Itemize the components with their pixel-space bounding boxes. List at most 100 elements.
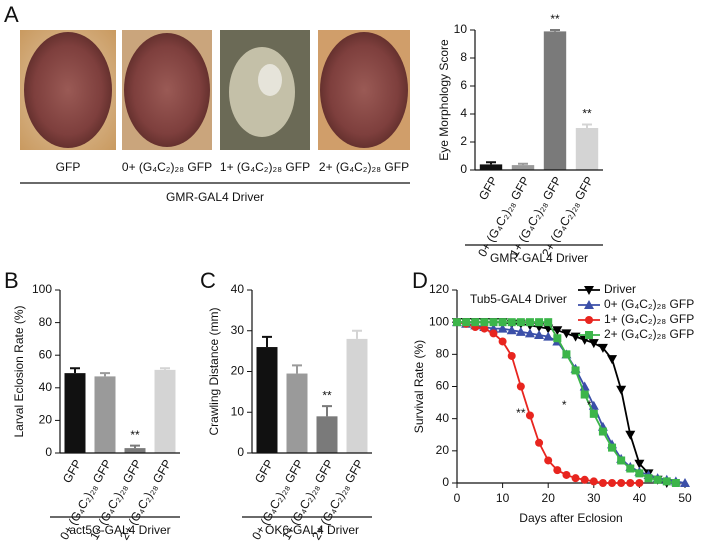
data-point: [525, 318, 534, 327]
data-point: [571, 366, 580, 375]
data-point: [497, 323, 508, 333]
y-tick-label: 20: [39, 413, 53, 427]
data-point: [607, 355, 618, 365]
data-point: [608, 479, 617, 487]
y-tick-label: 80: [436, 347, 450, 361]
data-point: [515, 326, 526, 336]
significance: *: [562, 398, 567, 412]
bar: [316, 416, 338, 453]
error-bar: [322, 405, 332, 417]
data-point: [589, 409, 598, 418]
significance: **: [516, 406, 526, 420]
legend-marker: [584, 286, 594, 295]
y-tick-label: 20: [436, 443, 450, 457]
data-point: [544, 456, 553, 465]
data-point: [453, 318, 461, 327]
data-point: [617, 456, 626, 465]
error-bar: [486, 161, 496, 165]
data-point: [588, 339, 599, 349]
bar: [286, 373, 308, 453]
bar: [154, 369, 176, 453]
y-tick-label: 40: [39, 380, 53, 394]
legend-marker: [585, 331, 593, 339]
data-point: [535, 318, 544, 327]
data-point: [626, 479, 635, 487]
y-tick-label: 2: [460, 134, 467, 148]
y-tick-label: 80: [39, 315, 53, 329]
legend-label: 2+ (G₄C₂)₂₈ GFP: [604, 327, 694, 341]
legend-label: 0+ (G₄C₂)₂₈ GFP: [604, 297, 694, 311]
significance: **: [322, 388, 332, 402]
data-point: [553, 334, 562, 343]
group-label: GMR-GAL4 Driver: [166, 190, 264, 204]
chart-title: Tub5-GAL4 Driver: [470, 292, 567, 306]
data-point: [507, 318, 516, 327]
data-point: [597, 343, 608, 353]
data-point: [534, 330, 545, 340]
error-bar: [292, 364, 302, 374]
photo-label: GFP: [56, 160, 81, 174]
data-point: [589, 477, 598, 486]
data-point: [552, 326, 563, 336]
data-point: [671, 479, 680, 487]
y-tick-label: 4: [460, 106, 467, 120]
panel-label: C: [200, 268, 216, 293]
y-axis-label: Larval Eclosion Rate (%): [12, 305, 26, 437]
x-tick-label: 50: [678, 491, 692, 505]
photo-label: 2+ (G₄C₂)₂₈ GFP: [319, 160, 409, 174]
data-point: [617, 479, 626, 487]
bar: [479, 164, 503, 170]
y-tick-label: 30: [231, 323, 245, 337]
legend-label: Driver: [604, 282, 636, 296]
x-tick-label: GFP: [252, 457, 276, 485]
data-point: [462, 318, 471, 327]
data-point: [498, 337, 507, 346]
x-tick-label: 20: [542, 491, 556, 505]
data-point: [580, 475, 589, 484]
y-tick-label: 0: [45, 445, 52, 459]
data-point: [525, 411, 534, 420]
bar: [543, 31, 567, 171]
y-tick-label: 100: [429, 314, 449, 328]
significance: **: [550, 12, 560, 26]
data-point: [562, 350, 571, 359]
y-tick-label: 6: [460, 78, 467, 92]
y-tick-label: 0: [460, 162, 467, 176]
y-axis-label: Survival Rate (%): [412, 340, 426, 433]
data-point: [544, 318, 553, 327]
y-tick-label: 8: [460, 50, 467, 64]
data-point: [598, 479, 607, 487]
group-label: act5C-GAL4 Driver: [69, 523, 170, 537]
legend-marker: [585, 316, 593, 324]
data-point: [524, 328, 535, 338]
data-point: [553, 466, 562, 475]
significance: *: [587, 398, 592, 412]
y-tick-label: 60: [39, 347, 53, 361]
y-tick-label: 100: [32, 282, 52, 296]
data-point: [561, 329, 572, 339]
x-tick-label: 0: [454, 491, 461, 505]
data-point: [516, 382, 525, 391]
data-point: [498, 318, 507, 327]
y-tick-label: 120: [429, 282, 449, 296]
error-bar: [550, 29, 560, 32]
y-axis-label: Crawling Distance (mm): [207, 307, 221, 435]
y-tick-label: 10: [231, 404, 245, 418]
data-point: [644, 474, 653, 483]
legend-marker: [584, 300, 594, 309]
significance: **: [130, 428, 140, 442]
bar: [346, 338, 368, 453]
error-bar: [352, 329, 362, 339]
data-point: [543, 331, 554, 341]
photo: [220, 30, 310, 150]
y-axis-label: Eye Morphology Score: [437, 39, 451, 161]
data-point: [616, 385, 627, 395]
photo: [318, 30, 410, 150]
x-tick-label: 40: [633, 491, 647, 505]
data-point: [680, 478, 690, 487]
data-point: [562, 470, 571, 479]
y-tick-label: 20: [231, 364, 245, 378]
group-label: GMR-GAL4 Driver: [490, 251, 588, 265]
